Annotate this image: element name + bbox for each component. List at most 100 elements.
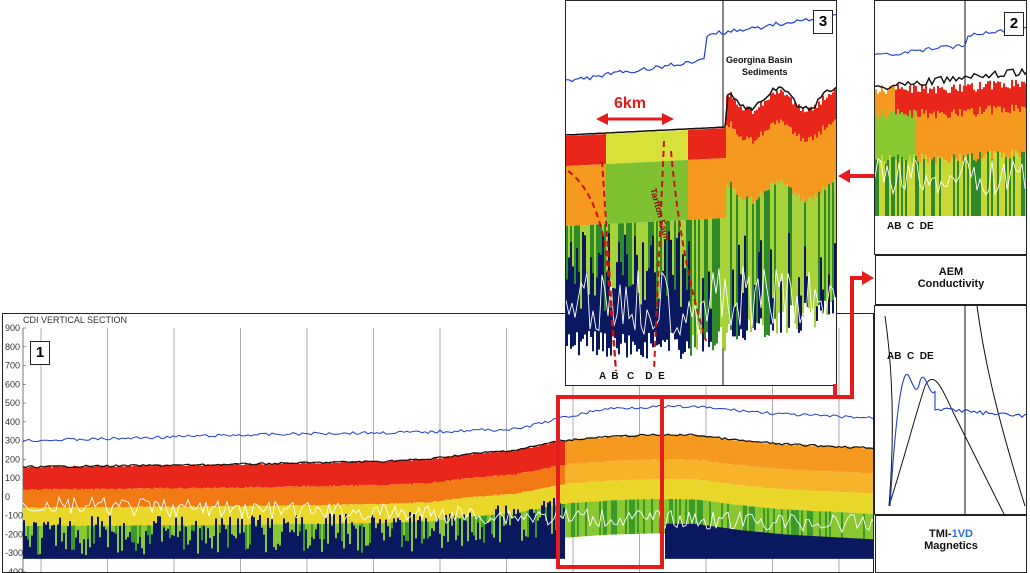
cdi-cell [217, 506, 219, 526]
cdi-cell [279, 505, 281, 525]
zoom-cell [806, 276, 808, 307]
cdi-column [719, 438, 721, 559]
cdi-cell [645, 435, 647, 460]
cdi-cell [605, 481, 607, 501]
cdi-column [147, 465, 149, 559]
cdi-column [27, 467, 29, 559]
cdi-cell [521, 472, 523, 493]
cdi-cell [315, 486, 317, 506]
cdi-cell [155, 465, 157, 489]
cdi-cell [177, 464, 179, 488]
cdi-cell [171, 466, 173, 489]
strip-cell [877, 163, 879, 216]
strip-column [951, 86, 953, 216]
cdi-cell [749, 441, 751, 467]
zoom-cell [672, 160, 674, 221]
strip-cell [973, 159, 975, 216]
zoom-cell [666, 131, 668, 161]
cdi-cell [299, 463, 301, 488]
strip-cell [875, 114, 877, 160]
cdi-cell [497, 452, 499, 477]
zoom-column [586, 135, 588, 347]
cdi-column [129, 464, 131, 559]
cdi-cell [527, 471, 529, 492]
panel-1-badge: 1 [30, 341, 50, 365]
strip-column [953, 84, 955, 216]
cdi-cell [679, 523, 681, 559]
zoom-cell [786, 124, 788, 185]
cdi-cell [643, 435, 645, 460]
cdi-column [199, 465, 201, 559]
cdi-cell [607, 500, 609, 535]
cdi-column [395, 459, 397, 559]
cdi-cell [641, 499, 643, 534]
cdi-cell [733, 484, 735, 505]
cdi-cell [397, 484, 399, 504]
cdi-cell [455, 498, 457, 519]
cdi-column [739, 440, 741, 559]
cdi-cell [553, 441, 555, 467]
cdi-section-plot: 9008007006005004003002001000-100-200-300… [5, 323, 873, 572]
zoom-column [810, 106, 812, 313]
cdi-cell [421, 543, 423, 559]
cdi-column [853, 446, 855, 559]
cdi-column [89, 466, 91, 559]
cdi-cell [599, 481, 601, 502]
zoom-cell [620, 163, 622, 224]
cdi-cell [599, 438, 601, 463]
cdi-cell [743, 440, 745, 466]
cdi-cell [59, 507, 61, 526]
cdi-column [75, 465, 77, 559]
cdi-column [839, 446, 841, 559]
cdi-column [577, 439, 579, 537]
strip-column [1015, 80, 1017, 216]
zoom-cell [614, 163, 616, 224]
zoom-cell [608, 163, 610, 224]
cdi-cell [107, 547, 109, 559]
cdi-cell [733, 529, 735, 559]
cdi-cell [153, 506, 155, 525]
cdi-cell [641, 479, 643, 500]
cdi-cell [419, 483, 421, 503]
cdi-column [495, 450, 497, 559]
cdi-cell [831, 537, 833, 559]
cdi-cell [87, 507, 89, 526]
cdi-cell [609, 436, 611, 461]
cdi-cell [257, 463, 259, 487]
cdi-cell [369, 542, 371, 559]
cdi-cell [277, 486, 279, 506]
cdi-cell [285, 463, 287, 487]
cdi-cell [449, 513, 451, 559]
cdi-cell [837, 445, 839, 472]
cdi-cell [257, 520, 259, 559]
cdi-cell [377, 523, 379, 559]
cdi-cell [217, 552, 219, 559]
cdi-cell [355, 528, 357, 559]
cdi-cell [607, 460, 609, 481]
cdi-cell [415, 538, 417, 559]
cdi-cell [673, 435, 675, 461]
cdi-column [367, 461, 369, 559]
cdi-cell [307, 504, 309, 524]
cdi-column [515, 450, 517, 559]
cdi-cell [481, 453, 483, 478]
cdi-cell [149, 465, 151, 489]
cdi-cell [141, 548, 143, 559]
strip-cell [921, 84, 923, 110]
cdi-cell [819, 491, 821, 512]
cdi-cell [745, 485, 747, 506]
cdi-cell [845, 446, 847, 472]
cdi-column [613, 436, 615, 535]
cdi-cell [39, 554, 41, 559]
zoom-column [796, 106, 798, 330]
cdi-cell [393, 518, 395, 559]
strip-column [957, 90, 959, 216]
strip-topography-line [875, 67, 1026, 91]
cdi-cell [295, 486, 297, 506]
cdi-cell [571, 463, 573, 484]
zoom-cell [712, 128, 714, 159]
cdi-cell [465, 478, 467, 498]
strip-column [927, 93, 929, 216]
cdi-cell [495, 509, 497, 559]
cdi-cell [199, 506, 201, 526]
